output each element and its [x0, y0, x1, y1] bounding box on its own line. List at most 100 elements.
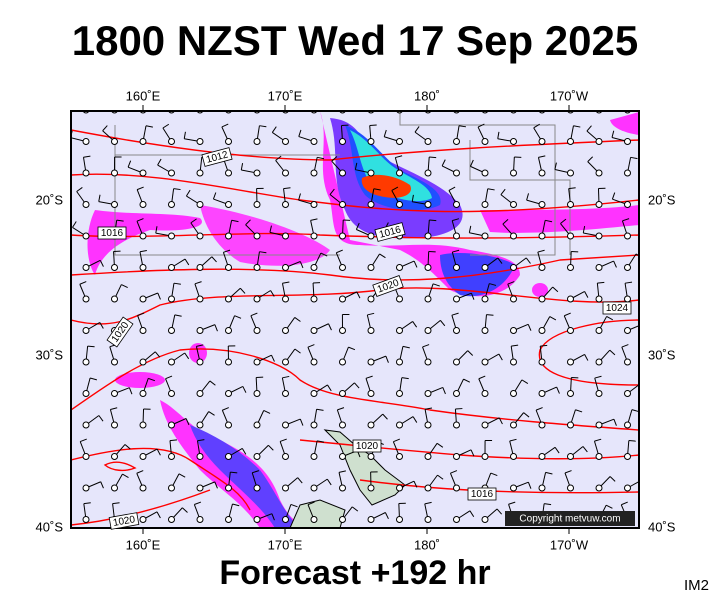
barb-station [339, 327, 346, 334]
wind-barb [279, 438, 289, 460]
wind-barbs [71, 93, 644, 523]
wind-barb [367, 124, 377, 145]
barb-flag [432, 283, 440, 287]
barb-flag [448, 186, 456, 191]
barb-station [567, 264, 574, 271]
wind-barb [481, 353, 503, 366]
barb-station [453, 264, 460, 271]
wind-barb [269, 225, 289, 240]
barb-station [196, 138, 204, 145]
wind-barb [136, 186, 147, 208]
barb-flag [554, 447, 560, 454]
barb-station [225, 201, 232, 208]
wind-barb [624, 440, 636, 460]
wind-barb [481, 508, 503, 523]
wind-barb [396, 377, 409, 397]
barb-station [282, 327, 289, 334]
bottom-label: 160˚E [126, 537, 161, 552]
barb-flag [354, 382, 360, 389]
barb-flag [413, 480, 418, 488]
barb-flag [496, 508, 503, 515]
barb-flag [336, 249, 343, 254]
barb-flag [480, 93, 487, 95]
barb-station [595, 358, 603, 366]
barb-flag [360, 93, 365, 98]
wind-barb [481, 188, 495, 208]
wind-barb [567, 446, 588, 460]
barb-flag [351, 506, 359, 512]
barb-station [253, 232, 261, 240]
wind-barb [396, 345, 410, 366]
wind-barb [354, 162, 375, 177]
wind-barb [139, 511, 161, 523]
barb-station [82, 421, 90, 429]
barb-station [282, 295, 289, 303]
wind-barb [253, 513, 275, 523]
barb-flag [337, 407, 345, 411]
wind-barb [339, 346, 356, 366]
wind-barb [538, 446, 560, 460]
barb-station [481, 421, 489, 429]
barb-flag [437, 474, 444, 480]
wind-barb [310, 111, 318, 114]
barb-station [595, 295, 603, 303]
barb-flag [174, 314, 182, 317]
barb-station [367, 169, 375, 177]
wind-barb [196, 380, 216, 397]
barb-flag [630, 156, 638, 160]
barb-station [310, 484, 318, 492]
barb-flag [545, 219, 553, 223]
barb-station [481, 453, 489, 460]
barb-flag [211, 256, 217, 263]
barb-flag [384, 512, 389, 520]
wind-barb [448, 186, 460, 208]
barb-flag [208, 411, 215, 416]
barb-flag [451, 312, 459, 316]
barb-flag [641, 480, 644, 486]
wind-barb [339, 219, 351, 240]
wind-barb [500, 188, 517, 208]
barb-station [339, 516, 346, 523]
barb-station [538, 264, 546, 271]
barb-flag [356, 291, 361, 299]
barb-flag [468, 225, 472, 233]
wind-barb [478, 375, 489, 397]
barb-flag [137, 312, 145, 316]
wind-barb [391, 186, 403, 208]
barb-flag [89, 377, 98, 381]
barb-station [424, 421, 432, 429]
barb-staff [625, 94, 628, 110]
barb-flag [196, 344, 204, 347]
wind-barb [367, 471, 378, 492]
barb-flag [83, 502, 91, 505]
barb-station [367, 390, 375, 397]
barb-station [595, 169, 603, 177]
barb-station [168, 484, 175, 492]
barb-flag [395, 155, 403, 159]
wind-barb [554, 162, 574, 177]
wind-barb [477, 123, 489, 145]
footer: Forecast +192 hr [219, 554, 490, 592]
barb-station [453, 421, 460, 429]
right-label: 20˚S [648, 192, 676, 207]
barb-station [396, 138, 403, 145]
wind-barb [168, 314, 182, 334]
barb-station [282, 358, 289, 366]
copyright: Copyright metvuw.com [519, 514, 620, 525]
wind-barb [196, 411, 215, 429]
barb-station [538, 484, 546, 492]
barb-station [111, 138, 118, 145]
barb-flag [549, 316, 557, 321]
wind-barb [481, 283, 497, 303]
barb-flag [231, 219, 239, 223]
corner-label: IM2 [684, 577, 709, 594]
barb-station [510, 327, 517, 334]
wind-barb [367, 355, 389, 366]
barb-flag [271, 354, 275, 362]
barb-station [367, 453, 375, 460]
barb-flag [373, 188, 381, 191]
wind-barb [253, 354, 275, 366]
wind-barb [194, 281, 204, 303]
barb-flag [584, 354, 589, 361]
